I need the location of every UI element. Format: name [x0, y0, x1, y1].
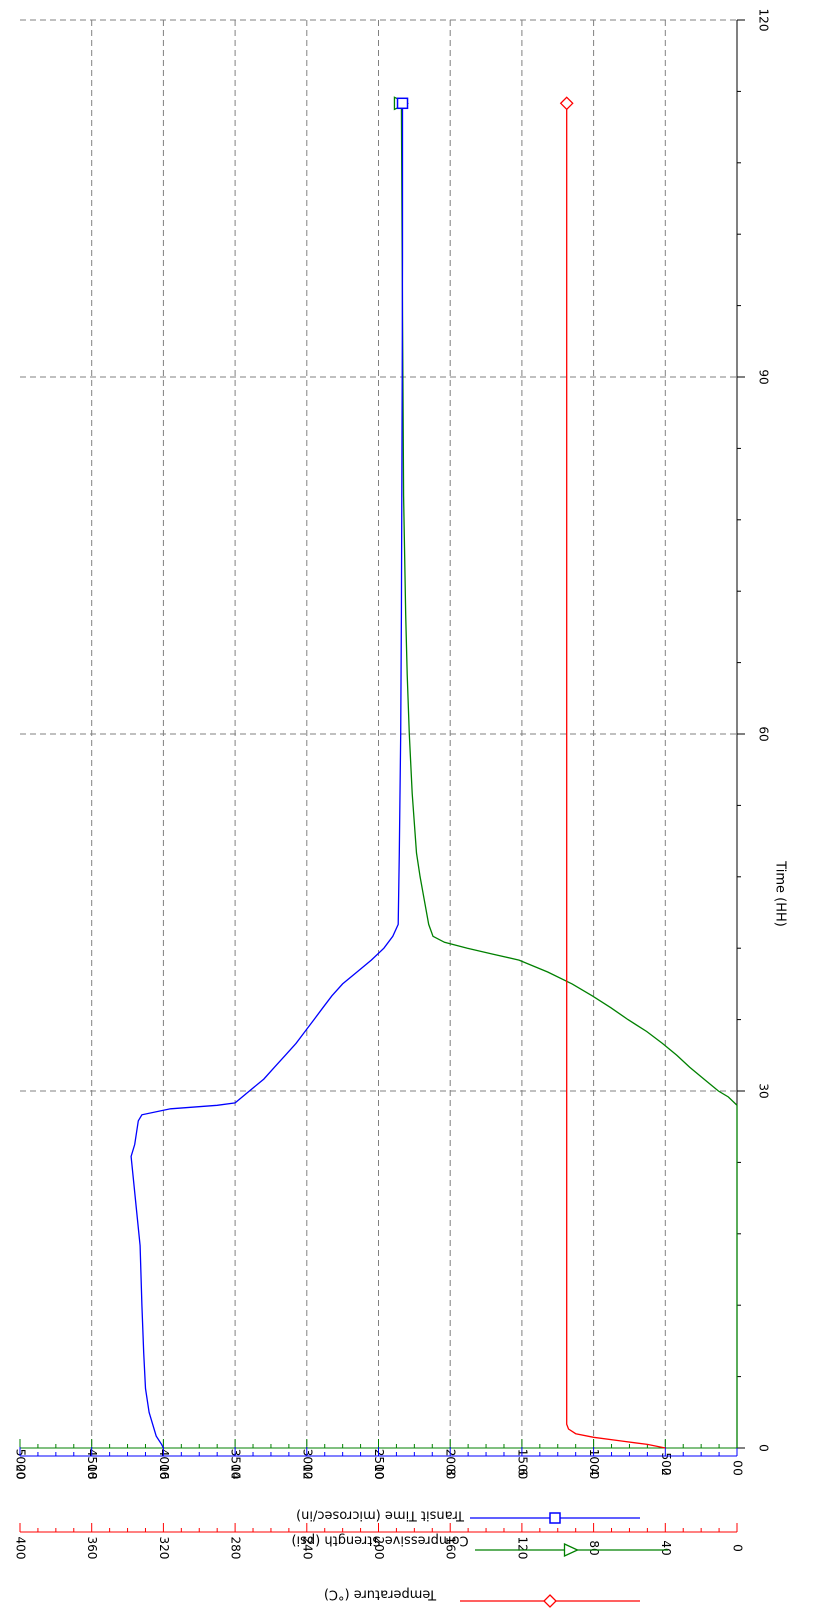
temp-tick-label: 400: [14, 1537, 28, 1560]
temp-tick-label: 0: [731, 1544, 745, 1552]
temp-end-marker: [559, 96, 574, 111]
legend-entries: [460, 1512, 668, 1608]
tt-tick-label: 10: [372, 1464, 386, 1479]
tt-tick-label: 16: [157, 1464, 171, 1479]
time-tick-label: 30: [757, 1083, 771, 1098]
cs-legend-marker: [563, 1542, 580, 1558]
time-tick-label: 120: [757, 9, 771, 32]
tt-tick-label: 0: [731, 1468, 745, 1476]
tt-tick-label: 14: [229, 1464, 243, 1479]
tt-axis-title: Transit Time (microsec/in): [296, 1508, 465, 1523]
tt-legend-marker: [549, 1512, 561, 1524]
temp-tick-label: 160: [444, 1537, 458, 1560]
temp-tick-label: 360: [85, 1537, 99, 1560]
cs-axis-title: Compressive Strength (psi): [291, 1533, 468, 1548]
temp-tick-label: 200: [372, 1537, 386, 1560]
time-tick-label: 60: [757, 726, 771, 741]
value-axes: 0500100015002000250030003500400045005000…: [14, 1439, 745, 1602]
cs-tick-label: 0: [731, 1460, 745, 1468]
temp-tick-label: 40: [659, 1540, 673, 1555]
time-axis-title: Time (HH): [773, 860, 788, 927]
tt-tick-label: 18: [85, 1464, 99, 1479]
tt-tick-label: 20: [14, 1464, 28, 1479]
temp-series-line: [566, 103, 666, 1449]
temp-legend-marker: [543, 1594, 557, 1608]
tt-tick-label: 2: [659, 1468, 673, 1476]
temp-tick-label: 240: [300, 1537, 314, 1560]
time-tick-label: 0: [757, 1444, 771, 1452]
tt-tick-label: 4: [587, 1468, 601, 1476]
cs-series-line: [400, 103, 738, 1448]
tt-tick-label: 6: [515, 1468, 529, 1476]
temp-tick-label: 280: [229, 1537, 243, 1560]
temp-tick-label: 120: [515, 1537, 529, 1560]
temp-tick-label: 80: [587, 1540, 601, 1555]
series-lines: [130, 96, 738, 1449]
tt-series-line: [130, 103, 404, 1449]
tt-end-marker: [396, 97, 409, 110]
tt-tick-label: 8: [444, 1468, 458, 1476]
temp-tick-label: 320: [157, 1537, 171, 1560]
tt-tick-label: 12: [300, 1464, 314, 1479]
grid: [20, 19, 737, 1448]
temp-axis-title: Temperature (°C): [324, 1587, 437, 1602]
cs-tick-label: 500: [659, 1453, 673, 1476]
time-tick-label: 90: [757, 369, 771, 384]
